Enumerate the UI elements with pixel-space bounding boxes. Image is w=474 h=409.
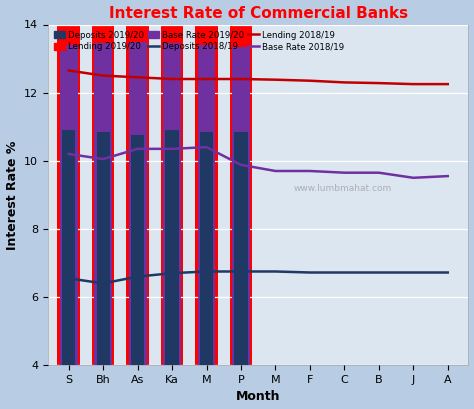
- Bar: [232, 47, 250, 365]
- Bar: [94, 180, 112, 409]
- Bar: [62, 130, 75, 365]
- Bar: [198, 181, 216, 409]
- Bar: [60, 45, 78, 365]
- Bar: [163, 180, 181, 409]
- Y-axis label: Interest Rate %: Interest Rate %: [6, 140, 18, 249]
- Bar: [235, 132, 247, 365]
- Bar: [165, 130, 179, 365]
- Bar: [128, 178, 146, 409]
- Bar: [200, 268, 213, 409]
- Bar: [232, 183, 250, 409]
- Bar: [60, 181, 78, 409]
- Bar: [195, 0, 218, 365]
- Bar: [92, 94, 114, 409]
- Bar: [57, 89, 80, 409]
- Legend: Deposits 2019/20, Lending 2019/20, Base Rate 2019/20, Deposits 2018/19, Lending : Deposits 2019/20, Lending 2019/20, Base …: [52, 29, 346, 53]
- Bar: [230, 0, 252, 365]
- Bar: [165, 266, 179, 409]
- Bar: [198, 45, 216, 365]
- Bar: [97, 132, 109, 365]
- Bar: [131, 272, 144, 409]
- Bar: [92, 0, 114, 365]
- Bar: [128, 42, 146, 365]
- Bar: [127, 92, 149, 409]
- Bar: [127, 0, 149, 365]
- Bar: [131, 135, 144, 365]
- Bar: [97, 268, 109, 409]
- Bar: [163, 43, 181, 365]
- Title: Interest Rate of Commercial Banks: Interest Rate of Commercial Banks: [109, 6, 408, 20]
- Text: www.lumbmahat.com: www.lumbmahat.com: [293, 184, 392, 193]
- Bar: [200, 132, 213, 365]
- Bar: [57, 0, 80, 365]
- Bar: [230, 96, 252, 409]
- Bar: [161, 0, 183, 365]
- X-axis label: Month: Month: [236, 391, 281, 403]
- Bar: [235, 268, 247, 409]
- Bar: [161, 89, 183, 409]
- Bar: [195, 98, 218, 409]
- Bar: [62, 266, 75, 409]
- Bar: [94, 43, 112, 365]
